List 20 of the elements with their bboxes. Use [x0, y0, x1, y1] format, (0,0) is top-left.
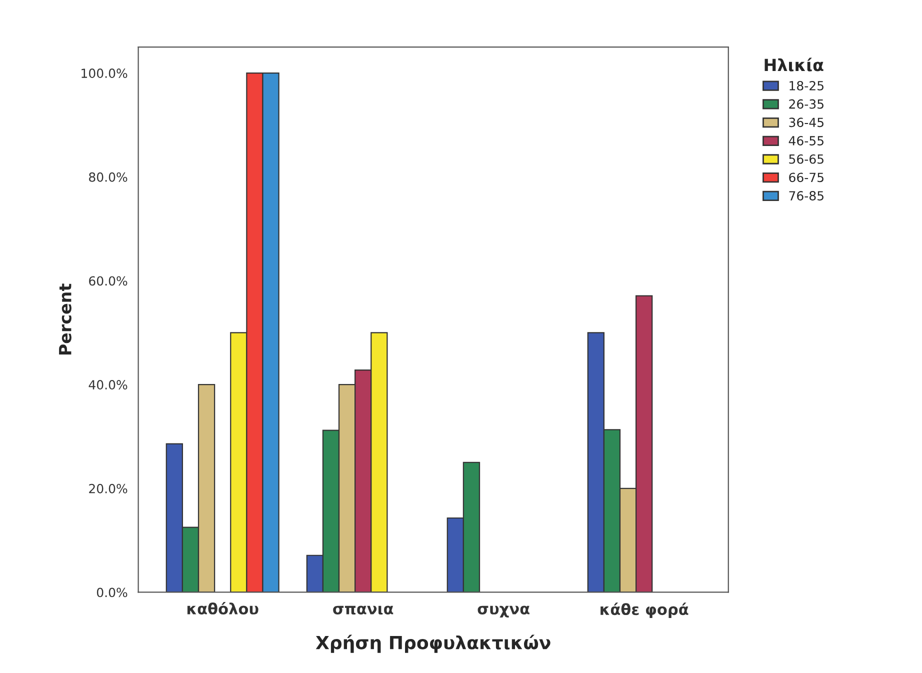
x-tick-label: καθόλου: [187, 602, 258, 614]
legend-label: 36-45: [789, 118, 824, 128]
y-tick-label: 60.0%: [89, 276, 128, 286]
legend-label: 46-55: [788, 136, 824, 146]
x-axis-title: Χρήση Προφυλακτικών: [316, 634, 550, 653]
y-axis-title: Percent: [59, 284, 72, 355]
legend-label: 26-35: [789, 99, 824, 109]
y-tick-label: 20.0%: [89, 484, 128, 494]
legend-label: 18-25: [790, 80, 824, 90]
legend-label: 76-85: [789, 191, 824, 200]
legend-label: 66-75: [789, 172, 824, 182]
x-tick-label: σπανια: [333, 606, 394, 615]
y-tick-label: 40.0%: [88, 380, 128, 390]
legend-label: 56-65: [789, 154, 824, 164]
x-tick-label: κάθε φορά: [600, 602, 688, 618]
legend-title: Ηλικία: [764, 58, 824, 72]
y-tick-label: 80.0%: [89, 172, 128, 182]
y-tick-label: 100.0%: [82, 68, 128, 78]
x-tick-label: συχνα: [478, 606, 530, 618]
y-tick-label: 0.0%: [96, 588, 128, 598]
